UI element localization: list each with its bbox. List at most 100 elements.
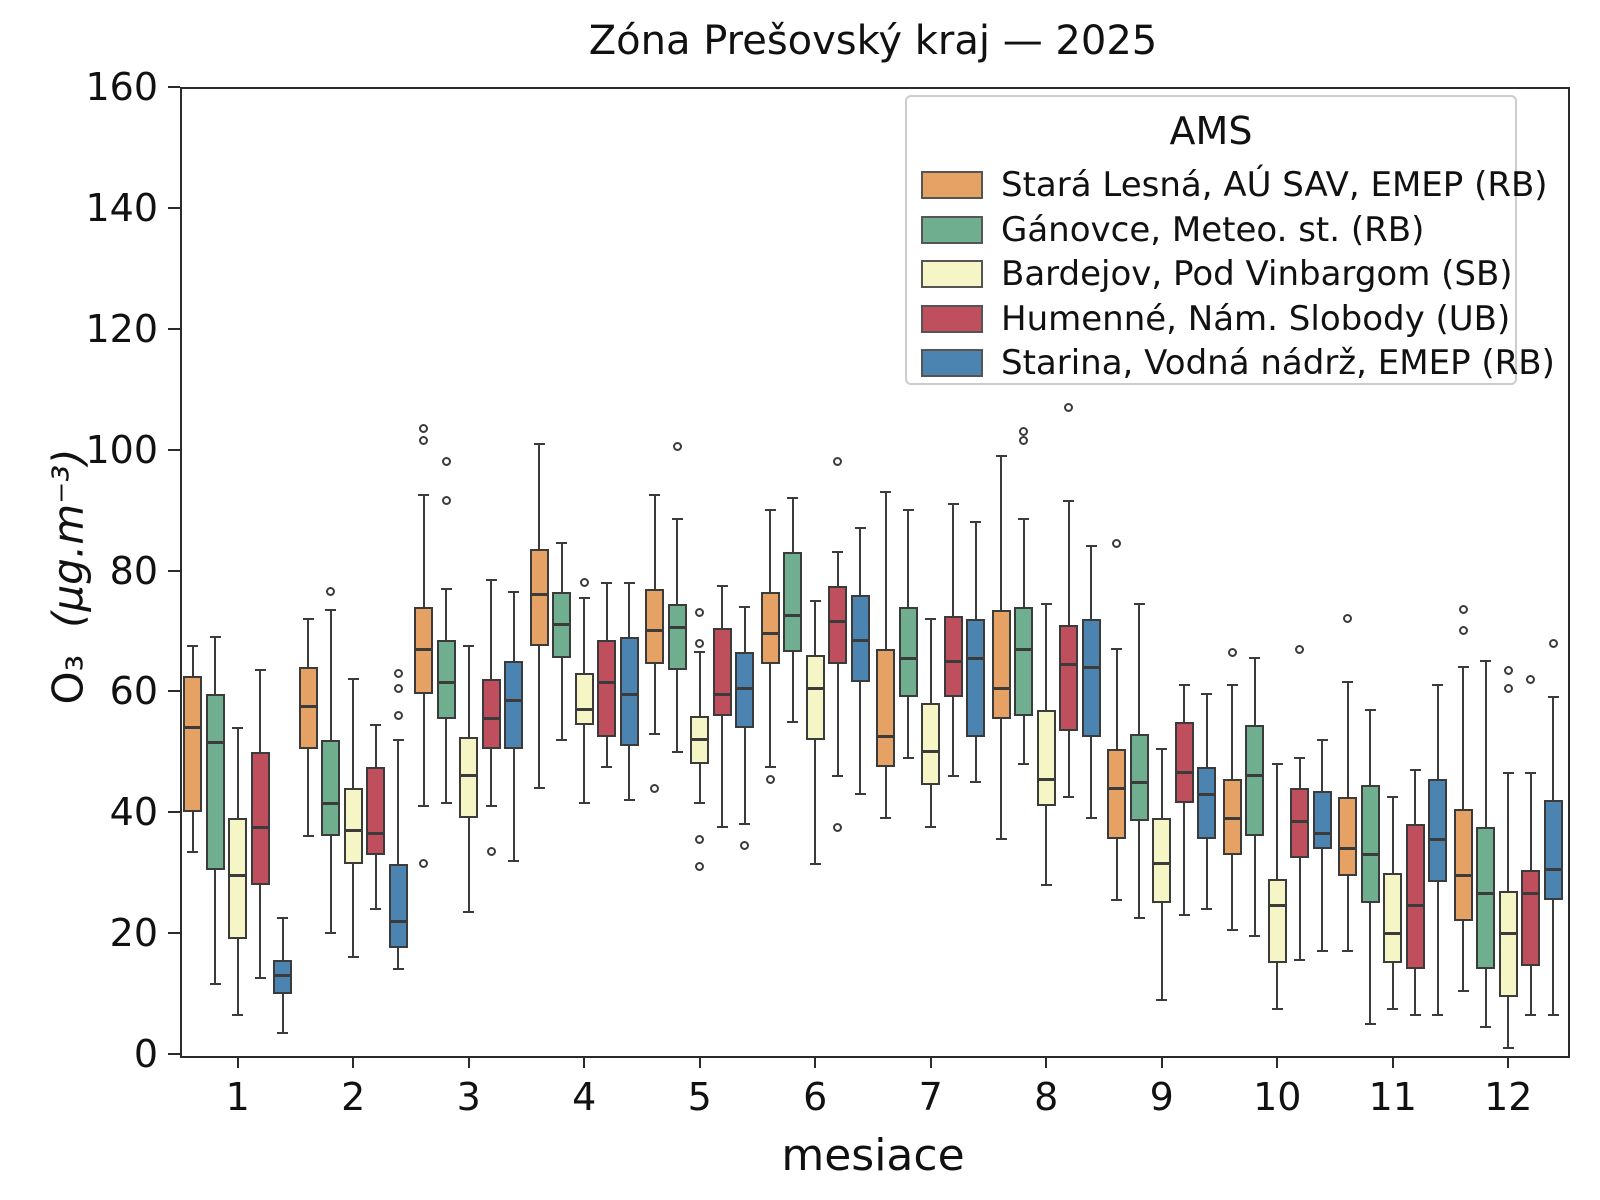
cap-bottom (694, 802, 706, 805)
whisker-top (1231, 685, 1234, 779)
x-tick-8 (1045, 1056, 1048, 1068)
whisker-bottom (836, 664, 839, 776)
box-rect (1081, 618, 1101, 737)
box-rect (1152, 818, 1172, 903)
median-line (1175, 771, 1193, 775)
box-rect (574, 673, 594, 725)
whisker-bottom (743, 727, 746, 825)
cap-top (1226, 684, 1238, 687)
y-axis-label-unit: (µg.m⁻³) (43, 448, 93, 628)
cap-top (1271, 762, 1283, 765)
median-line (274, 973, 292, 977)
outlier-point (695, 608, 705, 618)
cap-top (995, 454, 1007, 457)
whisker-top (329, 609, 332, 740)
cap-bottom (347, 956, 359, 959)
whisker-bottom (721, 715, 724, 828)
whisker-bottom (307, 748, 310, 837)
whisker-top (307, 618, 310, 668)
cap-bottom (1111, 898, 1123, 901)
box-rect (273, 960, 293, 994)
whisker-top (1067, 500, 1070, 625)
cap-bottom (533, 787, 545, 790)
median-line (1060, 662, 1078, 666)
cap-bottom (209, 983, 221, 986)
outlier-point (1343, 614, 1353, 624)
box-rect (760, 591, 780, 665)
whisker-top (214, 636, 217, 695)
cap-bottom (1249, 935, 1261, 938)
cap-top (601, 581, 613, 584)
box-rect (205, 694, 225, 870)
cap-bottom (1525, 1013, 1537, 1016)
cap-bottom (440, 802, 452, 805)
cap-bottom (578, 802, 590, 805)
box-rect (321, 739, 341, 837)
median-line (1339, 847, 1357, 850)
whisker-top (929, 618, 932, 704)
cap-bottom (970, 781, 982, 784)
whisker-bottom (929, 785, 932, 828)
whisker-top (259, 670, 262, 752)
whisker-bottom (1507, 996, 1510, 1048)
median-line (1429, 837, 1447, 841)
median-line (1406, 904, 1424, 908)
box-rect (805, 655, 825, 740)
whisker-bottom (1138, 821, 1141, 918)
median-line (1291, 819, 1309, 823)
median-line (482, 717, 500, 721)
cap-top (232, 726, 244, 729)
median-line (1268, 904, 1286, 908)
cap-bottom (1502, 1046, 1514, 1049)
box-rect (619, 636, 639, 746)
cap-bottom (1133, 917, 1145, 920)
outlier-point (695, 834, 705, 844)
cap-top (254, 669, 266, 672)
legend-swatch-3 (921, 260, 983, 289)
whisker-top (605, 582, 608, 640)
cap-top (649, 493, 661, 496)
whisker-bottom (859, 682, 862, 795)
outlier-point (1112, 538, 1122, 548)
cap-top (1525, 771, 1537, 774)
median-line (922, 750, 940, 754)
cap-top (1133, 602, 1145, 605)
y-tick-120 (168, 327, 180, 330)
whisker-top (1507, 772, 1510, 891)
whisker-top (352, 679, 355, 789)
whisker-bottom (583, 724, 586, 804)
whisker-top (653, 494, 656, 589)
cap-top (671, 518, 683, 521)
box-rect (504, 661, 524, 749)
outlier-point (695, 638, 705, 648)
legend-items: Stará Lesná, AÚ SAV, EMEP (RB) Gánovce, M… (921, 163, 1555, 386)
cap-top (1342, 681, 1354, 684)
box-rect (667, 603, 687, 671)
legend-label-2: Gánovce, Meteo. st. (RB) (1001, 209, 1425, 250)
outlier-point (326, 587, 336, 597)
y-tick-label-60: 60 (109, 669, 158, 714)
whisker-bottom (1231, 854, 1234, 931)
legend-label-3: Bardejov, Pod Vinbargom (SB) (1001, 254, 1513, 295)
whisker-bottom (422, 694, 425, 807)
outlier-point (1503, 683, 1513, 693)
median-line (1246, 774, 1264, 778)
y-tick-160 (168, 86, 180, 88)
y-tick-0 (168, 1053, 180, 1055)
cap-top (902, 509, 914, 512)
cap-bottom (1480, 1025, 1492, 1028)
whisker-bottom (605, 736, 608, 767)
outlier-point (650, 783, 660, 793)
x-tick-9 (1160, 1056, 1163, 1068)
box-rect (1338, 797, 1358, 876)
box-rect (1521, 869, 1541, 967)
box-rect (783, 552, 803, 653)
outlier-point (672, 442, 682, 452)
whisker-bottom (191, 812, 194, 852)
cap-top (302, 617, 314, 620)
median-line (1082, 665, 1100, 669)
median-line (598, 680, 616, 684)
median-line (553, 623, 571, 627)
box-rect (529, 549, 549, 647)
cap-bottom (392, 968, 404, 971)
